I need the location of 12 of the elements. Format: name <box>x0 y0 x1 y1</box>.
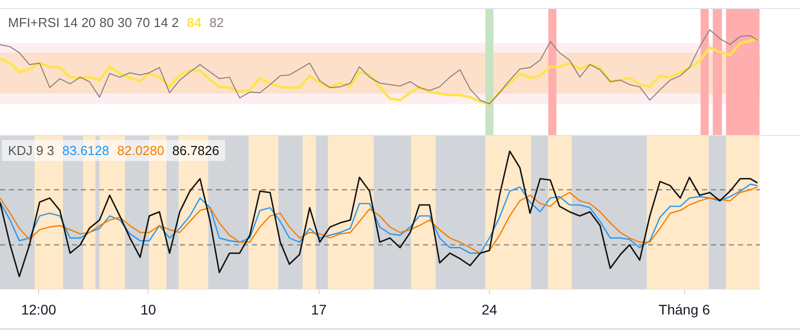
text: 83.6128 <box>62 143 110 158</box>
x-tick-label: 24 <box>482 301 498 318</box>
x-tick-label: Tháng 6 <box>658 301 710 318</box>
chart-title: MFI+RSI 14 20 80 30 70 14 2 <box>8 15 179 30</box>
text: 84 <box>186 15 202 30</box>
x-tick-label: 12:00 <box>21 301 56 318</box>
x-tick-label: 17 <box>311 301 327 318</box>
text: 86.7826 <box>172 143 220 158</box>
chart-title: KDJ 9 3 <box>8 143 54 158</box>
text: 82 <box>209 15 224 30</box>
text: 82.0280 <box>117 143 164 158</box>
x-tick-label: 10 <box>140 301 156 318</box>
